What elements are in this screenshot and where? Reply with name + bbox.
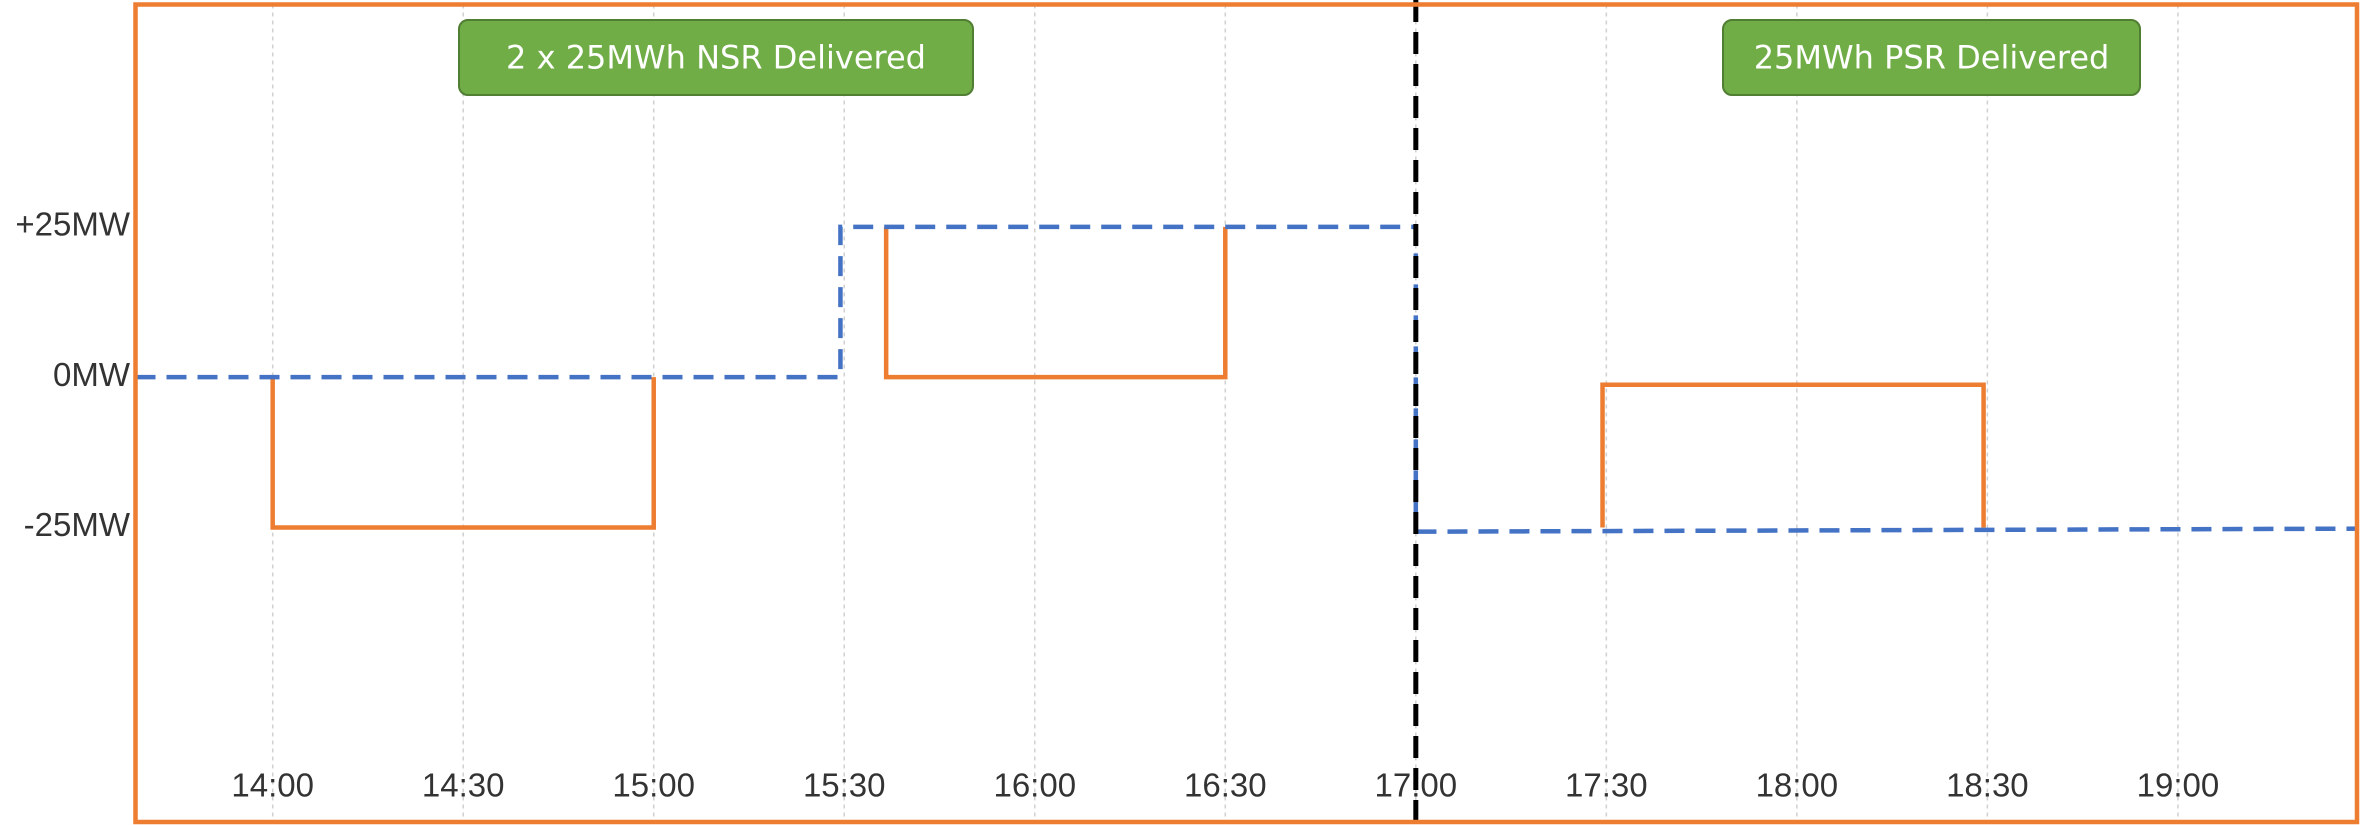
x-tick-label: 17:30 [1565,767,1648,804]
annotation-text: 2 x 25MWh NSR Delivered [506,39,926,77]
series-line [135,224,2358,534]
annotation-box [1722,19,2141,96]
x-tick-label: 19:00 [2137,767,2220,804]
x-tick-label: 18:00 [1756,767,1839,804]
y-tick-label: -25MW [24,506,131,543]
x-tick-label: 15:30 [803,767,886,804]
x-tick-label: 14:30 [422,767,505,804]
y-tick-label: +25MW [15,206,130,243]
annotation-box [458,19,974,96]
x-tick-label: 18:30 [1946,767,2029,804]
x-tick-label: 15:00 [612,767,695,804]
series-line [270,226,1986,530]
annotation-text: 25MWh PSR Delivered [1754,39,2110,77]
x-tick-label: 16:00 [993,767,1076,804]
plot-frame [133,2,2360,825]
y-tick-label: 0MW [53,356,131,393]
x-tick-label: 14:00 [231,767,314,804]
x-tick-label: 16:30 [1184,767,1267,804]
